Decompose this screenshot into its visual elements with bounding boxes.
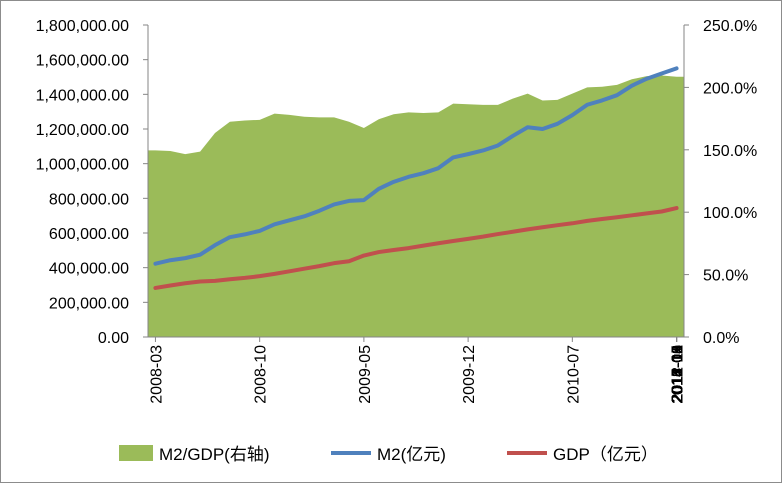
right-tick-label: 250.0% (703, 18, 757, 35)
x-tick-label: 2011-09 (670, 345, 687, 403)
series-area-m2-gdp (148, 75, 684, 337)
left-tick-label: 1,400,000.00 (36, 87, 130, 104)
legend-label: M2/GDP(右轴) (159, 445, 270, 464)
legend-swatch-area (119, 445, 153, 461)
tick-layer: 0.00 200,000.00 400,000.00 600,000.00 800,00… (36, 18, 758, 404)
x-tick-label: 2015-10 (670, 345, 687, 404)
left-tick-label: 0.00 (98, 330, 129, 347)
x-tick-label: 2016-12 (670, 345, 687, 404)
legend-item-m2-gdp: M2/GDP(右轴) (119, 445, 270, 464)
axis-layer (143, 24, 689, 342)
x-tick-label: 2012-11 (670, 345, 687, 403)
legend-label: GDP（亿元） (553, 445, 658, 464)
left-tick-label: 600,000.00 (49, 226, 129, 243)
right-tick-label: 200.0% (703, 80, 757, 97)
area-layer (148, 75, 684, 337)
left-tick-label: 1,200,000.00 (36, 122, 130, 139)
left-tick-label: 800,000.00 (49, 191, 129, 208)
x-tick-label: 2014-08 (670, 345, 687, 404)
legend-label: M2(亿元) (377, 445, 446, 464)
left-tick-label: 400,000.00 (49, 261, 129, 278)
series-line-gdp (153, 206, 679, 290)
x-tick-label: 2009-05 (357, 345, 374, 404)
legend-item-m2: M2(亿元) (331, 445, 446, 464)
right-tick-label: 150.0% (703, 143, 757, 160)
left-tick-label: 1,600,000.00 (36, 53, 130, 70)
left-tick-label: 1,800,000.00 (36, 18, 130, 35)
series-line-m2 (153, 66, 679, 266)
x-tick-label: 2015-03 (670, 345, 687, 404)
x-tick-label: 2016-05 (670, 345, 687, 404)
right-tick-label: 100.0% (703, 205, 757, 222)
right-tick-label: 50.0% (703, 268, 748, 285)
legend: M2/GDP(右轴) M2(亿元) GDP（亿元） (119, 445, 658, 464)
right-tick-label: 0.0% (703, 330, 739, 347)
left-tick-label: 200,000.00 (49, 295, 129, 312)
x-tick-label: 2013-06 (670, 345, 687, 404)
x-tick-label: 2012-04 (670, 345, 687, 404)
x-tick-label: 2008-03 (148, 345, 165, 404)
x-tick-label: 2011-02 (670, 345, 687, 403)
x-tick-label: 2009-12 (461, 345, 478, 404)
legend-item-gdp: GDP（亿元） (507, 445, 658, 464)
x-tick-label: 2008-10 (253, 345, 270, 404)
x-tick-label: 2014-01 (670, 345, 687, 404)
left-tick-label: 1,000,000.00 (36, 157, 130, 174)
line-layer (153, 66, 679, 290)
x-tick-label: 2010-07 (565, 345, 582, 404)
